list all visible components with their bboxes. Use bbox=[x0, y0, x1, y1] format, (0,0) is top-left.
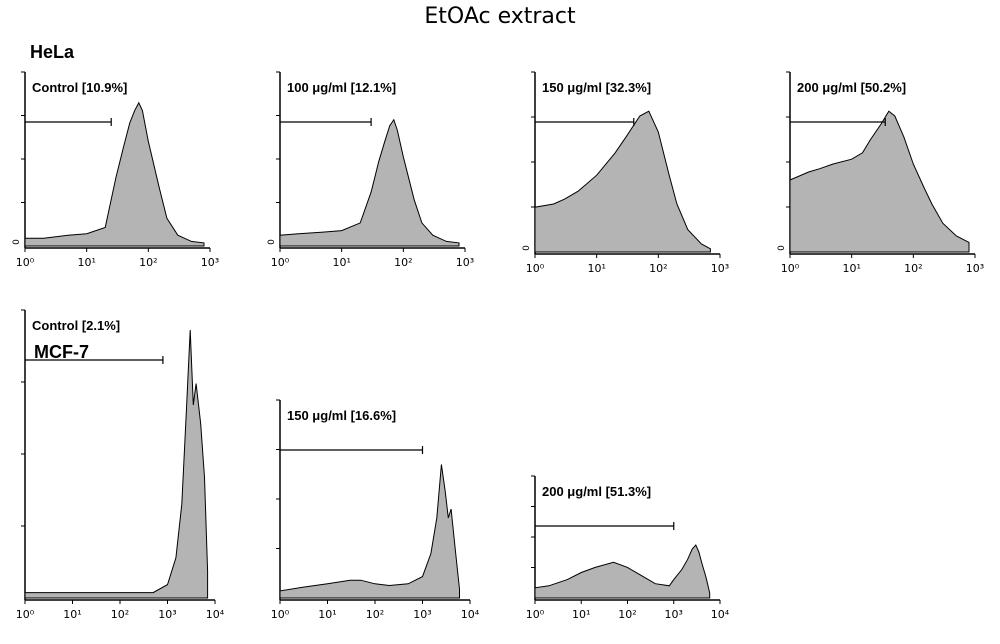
x-tick-label: 10¹ bbox=[318, 608, 336, 621]
x-tick-label: 10⁰ bbox=[526, 262, 545, 275]
x-tick-label: 10³ bbox=[966, 262, 984, 275]
y-tick-label: 0 bbox=[522, 245, 532, 251]
histogram-area bbox=[789, 110, 970, 253]
x-tick-label: 10⁰ bbox=[271, 608, 290, 621]
row-label-mcf7: MCF-7 bbox=[34, 342, 89, 362]
panel-label: 150 μg/ml [16.6%] bbox=[287, 408, 396, 423]
x-tick-label: 10¹ bbox=[63, 608, 81, 621]
x-tick-label: 10² bbox=[618, 608, 636, 621]
x-tick-label: 10² bbox=[649, 262, 667, 275]
x-tick-label: 10² bbox=[394, 256, 412, 269]
x-tick-label: 10² bbox=[139, 256, 157, 269]
panel-label: 200 μg/ml [50.2%] bbox=[797, 80, 906, 95]
x-tick-label: 10³ bbox=[158, 608, 176, 621]
x-tick-label: 10² bbox=[111, 608, 129, 621]
x-tick-label: 10⁰ bbox=[781, 262, 800, 275]
x-tick-label: 10² bbox=[366, 608, 384, 621]
x-tick-label: 10² bbox=[904, 262, 922, 275]
x-tick-label: 10¹ bbox=[77, 256, 95, 269]
x-tick-label: 10¹ bbox=[572, 608, 590, 621]
histogram-area bbox=[24, 101, 205, 247]
x-tick-label: 10⁰ bbox=[16, 256, 35, 269]
y-tick-label: 0 bbox=[777, 245, 787, 251]
x-tick-label: 10³ bbox=[413, 608, 431, 621]
x-tick-label: 10⁰ bbox=[16, 608, 35, 621]
x-tick-label: 10³ bbox=[665, 608, 683, 621]
panel-label: Control [10.9%] bbox=[32, 80, 127, 95]
x-tick-label: 10⁴ bbox=[461, 608, 480, 621]
x-tick-label: 10¹ bbox=[587, 262, 605, 275]
y-tick-label: 0 bbox=[12, 239, 22, 245]
figure-title: EtOAc extract bbox=[424, 4, 576, 29]
panel-label: Control [2.1%] bbox=[32, 318, 120, 333]
histogram-area bbox=[534, 110, 711, 253]
panel-label: 200 μg/ml [51.3%] bbox=[542, 484, 651, 499]
x-tick-label: 10³ bbox=[201, 256, 219, 269]
histogram-area bbox=[279, 118, 460, 247]
y-tick-label: 0 bbox=[267, 239, 277, 245]
panel-label: 150 μg/ml [32.3%] bbox=[542, 80, 651, 95]
x-tick-label: 10³ bbox=[711, 262, 729, 275]
x-tick-label: 10⁰ bbox=[526, 608, 545, 621]
histogram-area bbox=[24, 329, 209, 599]
panel-label: 100 μg/ml [12.1%] bbox=[287, 80, 396, 95]
row-label-hela: HeLa bbox=[30, 42, 75, 62]
x-tick-label: 10⁴ bbox=[206, 608, 225, 621]
x-tick-label: 10⁰ bbox=[271, 256, 290, 269]
x-tick-label: 10⁴ bbox=[711, 608, 730, 621]
x-tick-label: 10¹ bbox=[842, 262, 860, 275]
histogram-area bbox=[534, 544, 711, 599]
x-tick-label: 10³ bbox=[456, 256, 474, 269]
x-tick-label: 10¹ bbox=[332, 256, 350, 269]
histogram-area bbox=[279, 464, 460, 599]
